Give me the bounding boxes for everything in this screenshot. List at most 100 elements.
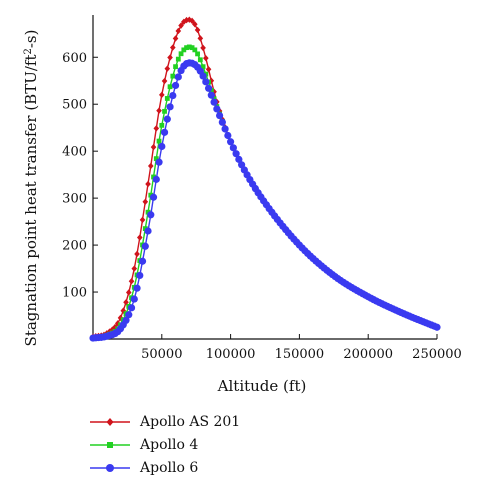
data-point <box>158 142 166 151</box>
data-point <box>138 257 147 265</box>
data-point <box>145 180 151 188</box>
data-point <box>122 316 130 324</box>
legend-label: Apollo 6 <box>140 459 199 476</box>
data-point <box>139 216 146 224</box>
data-point <box>170 44 176 51</box>
data-point <box>224 131 232 140</box>
y-tick-label: 600 <box>62 51 87 66</box>
series-line <box>92 18 438 338</box>
y-tick-label: 300 <box>62 192 87 207</box>
legend-marker <box>106 463 114 472</box>
data-point <box>218 118 226 126</box>
data-point <box>145 209 151 215</box>
data-point <box>200 64 206 70</box>
data-point <box>160 128 169 136</box>
data-point <box>194 26 201 34</box>
legend-label: Apollo 4 <box>140 436 199 453</box>
chart: 50000 100000 150000 200000 250000 100 200 300 40… <box>22 15 462 395</box>
data-point <box>200 44 206 52</box>
data-point <box>189 17 195 25</box>
y-tick-label: 500 <box>62 98 87 113</box>
x-tick-label: 150000 <box>275 347 325 362</box>
data-point <box>211 88 217 95</box>
y-axis-title-tail: -s) <box>22 30 40 49</box>
data-point <box>175 56 181 62</box>
series-apollo-as-201 <box>90 16 440 340</box>
legend-marker <box>106 417 114 426</box>
data-point <box>197 35 204 42</box>
data-point <box>161 77 168 85</box>
legend-label: Apollo AS 201 <box>140 413 241 430</box>
series-layer <box>89 16 441 342</box>
data-point <box>210 98 218 106</box>
data-point <box>149 193 158 201</box>
data-point <box>159 122 165 128</box>
data-point <box>184 45 189 51</box>
legend-swatch <box>90 417 130 426</box>
data-point <box>167 84 173 90</box>
data-point <box>125 311 133 319</box>
data-point <box>142 198 149 206</box>
y-axis-title: Stagnation point heat transfer (BTU/ft2-… <box>22 30 40 347</box>
legend: Apollo AS 201 Apollo 4 Apollo 6 <box>88 410 240 479</box>
y-tick-label: 200 <box>62 239 87 254</box>
data-point <box>153 156 159 162</box>
series-apollo-6 <box>89 59 441 342</box>
data-point <box>192 21 198 28</box>
data-point <box>174 73 182 81</box>
legend-item: Apollo AS 201 <box>88 410 240 433</box>
data-point <box>152 175 160 183</box>
data-point <box>151 174 156 180</box>
data-point <box>147 211 155 219</box>
data-point <box>144 227 152 235</box>
x-tick-label: 200000 <box>343 347 393 362</box>
data-point <box>133 284 141 292</box>
data-point <box>195 51 200 57</box>
data-point <box>136 234 143 241</box>
data-point <box>167 54 173 61</box>
data-point <box>134 250 140 258</box>
data-point <box>155 158 163 166</box>
x-tick-label: 50000 <box>141 347 182 362</box>
data-point <box>163 115 171 123</box>
data-point <box>156 138 162 144</box>
data-point <box>215 111 224 120</box>
data-point <box>166 103 174 111</box>
data-point <box>192 47 198 53</box>
data-point <box>178 22 184 29</box>
legend-item: Apollo 4 <box>88 433 240 456</box>
series-line <box>92 46 438 339</box>
data-point <box>156 107 162 114</box>
data-point <box>199 72 207 80</box>
y-tick-label: 400 <box>62 145 87 160</box>
data-point <box>123 299 129 306</box>
data-point <box>203 54 209 62</box>
data-point <box>175 27 182 35</box>
legend-swatch <box>90 463 130 472</box>
data-point <box>202 78 210 86</box>
x-tick-label: 100000 <box>206 347 256 362</box>
data-point <box>150 143 157 151</box>
data-point <box>162 108 167 114</box>
data-point <box>186 44 192 50</box>
data-point <box>164 96 170 101</box>
data-point <box>197 57 203 63</box>
data-point <box>169 91 177 100</box>
y-axis-title-superscript: 2 <box>23 48 34 54</box>
y-axis-title-main: Stagnation point heat transfer (BTU/ft <box>22 55 40 347</box>
data-point <box>136 271 144 280</box>
data-point <box>213 105 221 113</box>
data-point <box>170 73 176 79</box>
x-axis-title: Altitude (ft) <box>217 377 307 395</box>
data-point <box>181 18 187 26</box>
data-point <box>128 278 135 285</box>
legend-swatch <box>90 441 130 448</box>
data-point <box>164 65 171 72</box>
legend-marker <box>107 441 113 448</box>
data-point <box>130 295 138 303</box>
legend-item: Apollo 6 <box>88 456 240 479</box>
data-point <box>172 35 179 42</box>
data-point <box>153 125 160 132</box>
data-point <box>433 323 441 331</box>
data-point <box>221 125 229 133</box>
